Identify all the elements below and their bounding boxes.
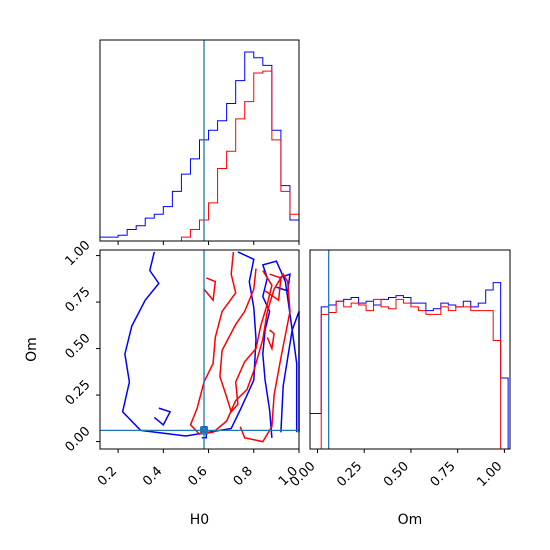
om-tick-label: 0.50: [62, 331, 93, 362]
truth-marker: [200, 426, 209, 435]
h0-tick-label: 0.6: [185, 464, 210, 489]
red-contour-8: [264, 273, 282, 302]
blue-contour-1: [261, 260, 298, 438]
om-tick-label: 1.00: [62, 238, 93, 269]
blue-contour-0: [121, 251, 257, 437]
om-histogram-axis-label: Om: [398, 512, 423, 528]
om-tick-label: 0.00: [62, 424, 93, 455]
blue-contour-3: [153, 407, 172, 426]
om-histogram-tick-label: 0.50: [381, 459, 412, 490]
om-histogram-blue-series: [309, 282, 509, 449]
om-histogram-tick-label: 0.00: [287, 459, 318, 490]
h0-om-contour-panel: 0.2 0.4 0.6 0.8 1.0 0.000.250.500.751.00 H0 …: [24, 238, 301, 528]
red-contour-10: [203, 277, 217, 303]
h0-axis-ticks: 0.2 0.4 0.6 0.8 1.0: [95, 449, 301, 489]
h0-tick-label: 0.4: [140, 464, 165, 489]
om-histogram-red-series: [310, 298, 509, 450]
red-contour-9: [266, 329, 275, 352]
h0-tick-label: 0.8: [231, 464, 256, 489]
om-axis-label: Om: [24, 337, 40, 362]
h0-histogram-tick-marks: [117, 241, 300, 245]
om-histogram-tick-label: 0.75: [428, 459, 459, 490]
h0-tick-label: 0.2: [95, 464, 120, 489]
om-histogram-panel: 0.00 0.25 0.50 0.75 1.00 Om: [287, 249, 511, 528]
contour-lines: [121, 251, 300, 443]
red-contour-7: [219, 268, 273, 414]
om-histogram-tick-label: 1.00: [474, 459, 505, 490]
contour-frame: [99, 249, 300, 450]
om-histogram-axis-ticks: 0.00 0.25 0.50 0.75 1.00: [287, 449, 505, 490]
om-histogram-tick-label: 0.25: [334, 459, 365, 490]
red-contour-6: [189, 251, 291, 443]
om-tick-label: 0.75: [62, 285, 93, 316]
om-histogram-frame: [309, 249, 511, 450]
h0-histogram-panel: [99, 39, 300, 245]
h0-histogram-series: [99, 51, 300, 242]
om-histogram-series: [309, 282, 509, 450]
om-tick-label: 0.25: [62, 378, 93, 409]
h0-histogram-blue-series: [99, 51, 300, 241]
h0-axis-label: H0: [190, 512, 209, 528]
om-axis-ticks: 0.00 0.25 0.50 0.75 1.00: [62, 238, 100, 455]
h0-histogram-frame: [99, 39, 300, 242]
